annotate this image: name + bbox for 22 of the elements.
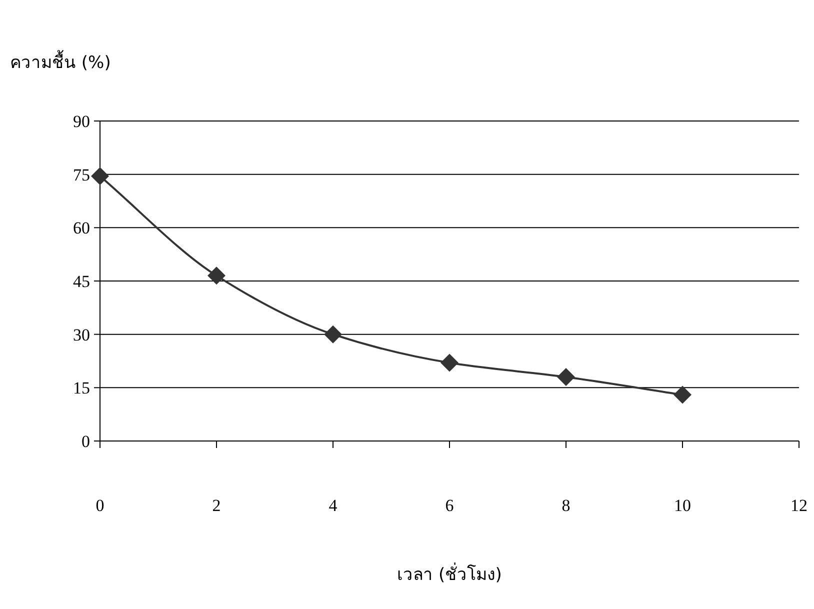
y-tick-label: 0	[82, 432, 90, 451]
x-tick-label: 4	[328, 496, 338, 515]
y-tick-label: 75	[73, 165, 90, 184]
y-tick-label: 90	[73, 112, 90, 131]
point	[440, 354, 458, 372]
point	[208, 266, 226, 285]
x-tick-label: 6	[445, 496, 454, 515]
point	[91, 167, 109, 186]
x-tick-label: 10	[674, 496, 691, 515]
point	[557, 368, 575, 386]
y-tick-label: 45	[73, 272, 90, 291]
y-tick-label: 60	[73, 218, 90, 238]
y-axis-title: ความชื้น (%)	[10, 50, 111, 73]
x-axis-title: เวลา (ชั่วโมง)	[397, 562, 502, 585]
x-tick-label: 8	[562, 496, 570, 515]
point	[324, 325, 342, 344]
point	[674, 386, 692, 404]
x-tick-label: 0	[96, 496, 104, 515]
x-tick-label: 2	[212, 496, 221, 515]
x-tick-label: 12	[790, 496, 808, 515]
y-tick-label: 15	[73, 378, 90, 398]
y-tick-label: 30	[73, 325, 90, 344]
